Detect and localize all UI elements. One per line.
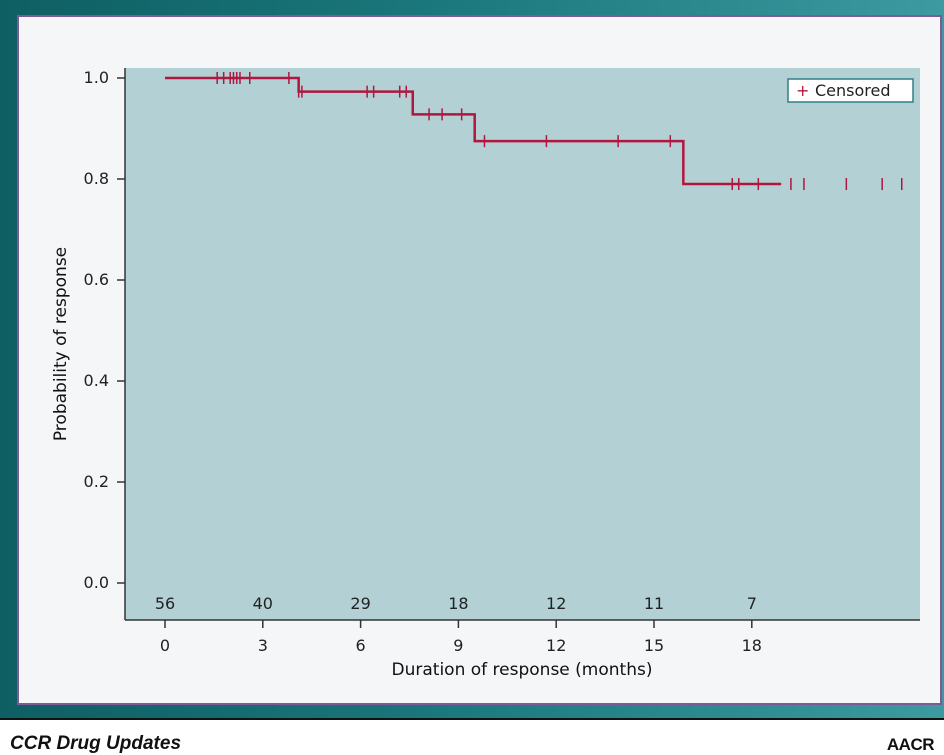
survival-curve bbox=[165, 76, 782, 186]
y-axis-title: Probability of response bbox=[51, 247, 71, 441]
x-tick-label: 9 bbox=[453, 636, 463, 655]
number-at-risk-value: 18 bbox=[448, 594, 468, 613]
number-at-risk-value: 11 bbox=[644, 594, 664, 613]
y-tick-label: 0.0 bbox=[84, 573, 109, 592]
legend: + Censored bbox=[787, 78, 914, 103]
km-chart: 0.0 0.2 0.4 0.6 0.8 1.0 0 3 6 9 12 15 18 56 40 29 18 12 1… bbox=[51, 68, 920, 680]
number-at-risk-value: 7 bbox=[747, 594, 757, 613]
x-tick-label: 15 bbox=[644, 636, 664, 655]
number-at-risk-value: 12 bbox=[546, 594, 566, 613]
x-tick-label: 12 bbox=[546, 636, 566, 655]
survival-step-line bbox=[165, 76, 782, 186]
number-at-risk-value: 56 bbox=[155, 594, 175, 613]
axes: 0.0 0.2 0.4 0.6 0.8 1.0 0 3 6 9 12 15 18 bbox=[84, 68, 920, 655]
aacr-logo: AACR bbox=[886, 735, 935, 754]
censor-marks bbox=[216, 72, 903, 191]
legend-label-censored: Censored bbox=[815, 81, 891, 100]
footer-bar: CCR Drug Updates AACR bbox=[0, 718, 944, 754]
number-at-risk-value: 40 bbox=[253, 594, 273, 613]
number-at-risk-row: 56 40 29 18 12 11 7 bbox=[155, 594, 757, 613]
y-tick-label: 0.4 bbox=[84, 371, 109, 390]
y-tick-label: 0.6 bbox=[84, 270, 109, 289]
plot-area bbox=[125, 68, 920, 620]
journal-name: CCR Drug Updates bbox=[10, 733, 182, 754]
x-tick-label: 6 bbox=[356, 636, 366, 655]
x-axis-title: Duration of response (months) bbox=[392, 660, 653, 680]
number-at-risk-value: 29 bbox=[350, 594, 370, 613]
y-tick-label: 0.8 bbox=[84, 169, 109, 188]
y-tick-label: 1.0 bbox=[84, 68, 109, 87]
y-tick-label: 0.2 bbox=[84, 472, 109, 491]
legend-box bbox=[787, 78, 914, 103]
legend-marker: + bbox=[796, 81, 809, 100]
x-tick-label: 18 bbox=[742, 636, 762, 655]
x-tick-label: 0 bbox=[160, 636, 170, 655]
x-tick-label: 3 bbox=[258, 636, 268, 655]
